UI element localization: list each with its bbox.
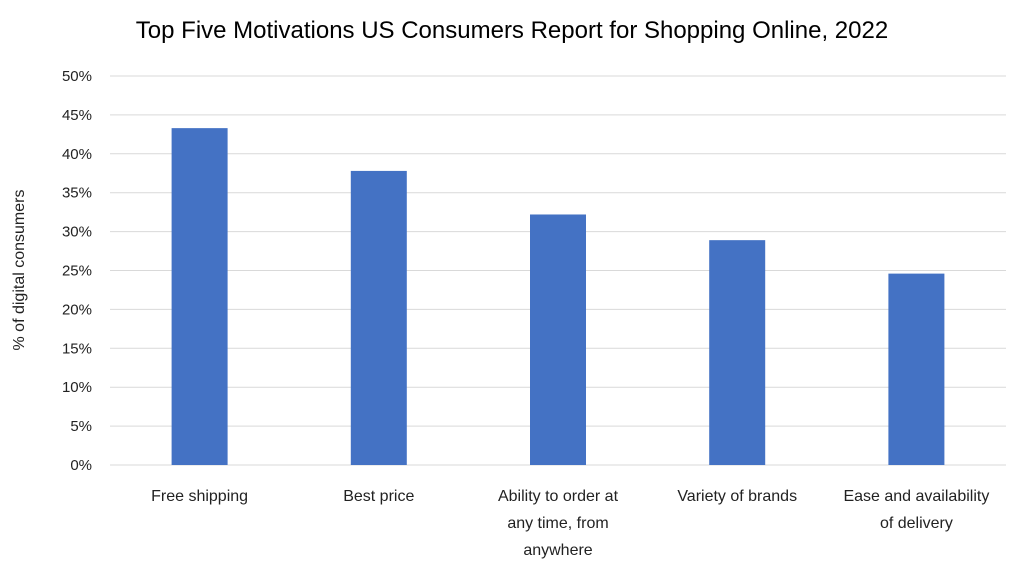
x-category-label: Ability to order at any time, from anywher… [498,488,619,559]
y-tick-label: 45% [62,107,92,124]
y-tick-label: 5% [70,418,92,435]
bar [888,273,945,465]
x-category-label: Free shipping [151,488,248,505]
y-tick-label: 30% [62,224,92,241]
bar [350,170,407,465]
bar [171,128,228,465]
y-tick-label: 35% [62,185,92,202]
y-tick-label: 10% [62,379,92,396]
chart-title: Top Five Motivations US Consumers Report… [136,17,888,44]
x-axis-categories: Free shipping Best price Ability to order … [151,488,989,559]
x-category-label: Best price [343,488,414,505]
y-axis-ticks: 0% 5% 10% 15% 20% 25% 30% 35% 40% 45% 50% [62,68,92,474]
y-tick-label: 40% [62,146,92,163]
x-category-label: Variety of brands [677,488,797,505]
y-tick-label: 15% [62,340,92,357]
y-tick-label: 25% [62,263,92,280]
y-tick-label: 0% [70,457,92,474]
bars [171,128,945,465]
bar [530,214,586,465]
y-axis-label: % of digital consumers [11,190,28,351]
y-tick-label: 50% [62,68,92,85]
y-tick-label: 20% [62,301,92,318]
x-category-label: Ease and availability of delivery [843,488,989,532]
bar [709,240,766,465]
